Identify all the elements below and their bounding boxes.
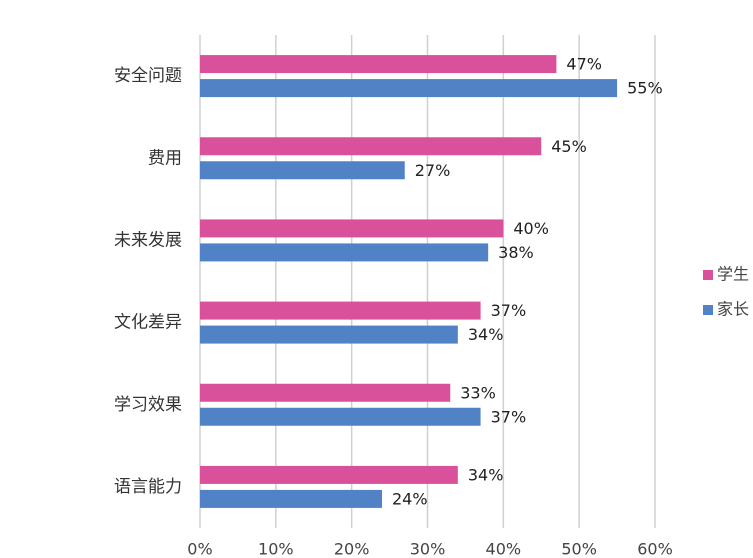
bar xyxy=(200,79,617,97)
legend-label: 家长 xyxy=(717,300,749,319)
data-label: 33% xyxy=(460,383,496,402)
y-tick-label: 安全问题 xyxy=(114,66,182,86)
bar xyxy=(200,219,503,237)
x-tick-label: 20% xyxy=(334,540,370,558)
bar xyxy=(200,243,488,261)
bar xyxy=(200,490,382,508)
data-label: 55% xyxy=(627,79,663,98)
data-label: 37% xyxy=(491,407,527,426)
bar xyxy=(200,137,541,155)
x-tick-label: 60% xyxy=(637,540,673,558)
y-tick-label: 语言能力 xyxy=(114,477,182,497)
y-tick-label: 学习效果 xyxy=(114,395,182,415)
bar xyxy=(200,302,481,320)
data-label: 27% xyxy=(415,161,451,180)
bar xyxy=(200,408,481,426)
legend-swatch xyxy=(703,270,713,280)
legend-label: 学生 xyxy=(717,265,749,284)
y-tick-label: 文化差异 xyxy=(114,313,182,333)
data-label: 38% xyxy=(498,243,534,262)
bar xyxy=(200,161,405,179)
x-tick-label: 10% xyxy=(258,540,294,558)
bar xyxy=(200,55,556,73)
data-label: 45% xyxy=(551,137,587,156)
y-tick-label: 费用 xyxy=(148,148,182,168)
bar xyxy=(200,326,458,344)
x-tick-label: 30% xyxy=(410,540,446,558)
x-tick-label: 0% xyxy=(187,540,212,558)
x-tick-label: 40% xyxy=(486,540,522,558)
chart: 0% 10% 20% 30% 40% 50% 60% 安全问题 47% 55% 费用 45% 27% 未来… xyxy=(0,0,753,558)
data-label: 34% xyxy=(468,465,504,484)
y-tick-label: 未来发展 xyxy=(114,230,182,250)
data-label: 34% xyxy=(468,325,504,344)
x-tick-label: 50% xyxy=(561,540,597,558)
data-label: 37% xyxy=(491,301,527,320)
legend-swatch xyxy=(703,305,713,315)
data-label: 47% xyxy=(566,55,602,74)
bar xyxy=(200,384,450,402)
data-label: 40% xyxy=(513,219,549,238)
bar xyxy=(200,466,458,484)
data-label: 24% xyxy=(392,489,428,508)
